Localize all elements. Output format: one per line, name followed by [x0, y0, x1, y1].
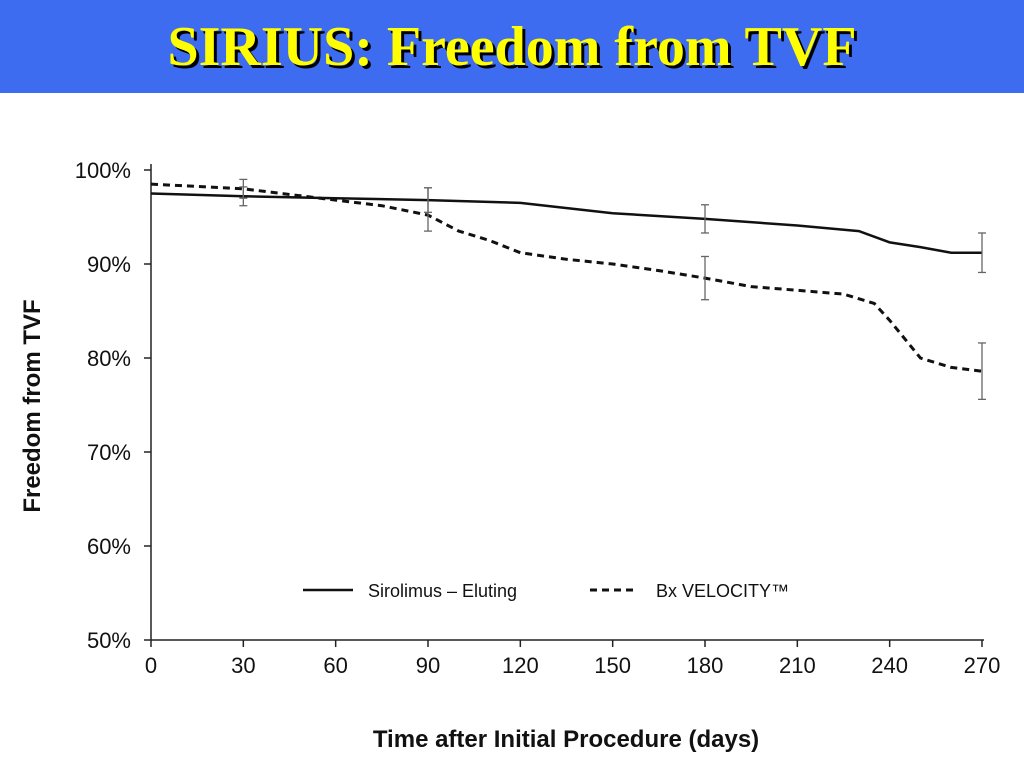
- x-tick-label: 60: [323, 653, 347, 678]
- series-line-1: [150, 192, 982, 254]
- x-tick-label: 30: [231, 653, 255, 678]
- slide-title: SIRIUS: Freedom from TVF: [167, 16, 857, 78]
- error-bar: [978, 342, 986, 401]
- legend-label-series-1: Sirolimus – Eluting: [368, 581, 517, 601]
- error-bar: [978, 232, 986, 274]
- legend-label-series-2: Bx VELOCITY™: [656, 581, 789, 601]
- series-line-2: [150, 182, 983, 373]
- chart-series: [150, 182, 983, 373]
- y-tick-label: 70%: [87, 440, 131, 465]
- y-tick-label: 90%: [87, 252, 131, 277]
- error-bar: [701, 204, 709, 234]
- chart: 0 30 60 90 120 150 180 210 240 270 50% 60% 70% 80% 90%…: [19, 158, 1001, 753]
- x-tick-label: 150: [594, 653, 631, 678]
- chart-axes: 0 30 60 90 120 150 180 210 240 270 50% 60% 70% 80% 90%…: [75, 158, 1001, 678]
- x-tick-label: 270: [964, 653, 1001, 678]
- x-tick-label: 240: [871, 653, 908, 678]
- x-tick-label: 210: [779, 653, 816, 678]
- x-tick-label: 180: [687, 653, 724, 678]
- error-bar: [239, 178, 248, 199]
- chart-error-bars: [239, 178, 986, 401]
- y-tick-label: 100%: [75, 158, 131, 183]
- chart-legend: Sirolimus – Eluting Bx VELOCITY™: [303, 581, 789, 601]
- title-bar: [0, 0, 1024, 93]
- x-axis-title: Time after Initial Procedure (days): [373, 726, 759, 753]
- y-tick-label: 80%: [87, 346, 131, 371]
- y-tick-label: 50%: [87, 628, 131, 653]
- y-tick-label: 60%: [87, 534, 131, 559]
- error-bar: [701, 255, 709, 301]
- x-tick-label: 120: [502, 653, 539, 678]
- x-tick-label: 0: [145, 653, 157, 678]
- y-axis-title: Freedom from TVF: [19, 299, 46, 512]
- error-bar: [424, 187, 432, 232]
- x-tick-label: 90: [416, 653, 440, 678]
